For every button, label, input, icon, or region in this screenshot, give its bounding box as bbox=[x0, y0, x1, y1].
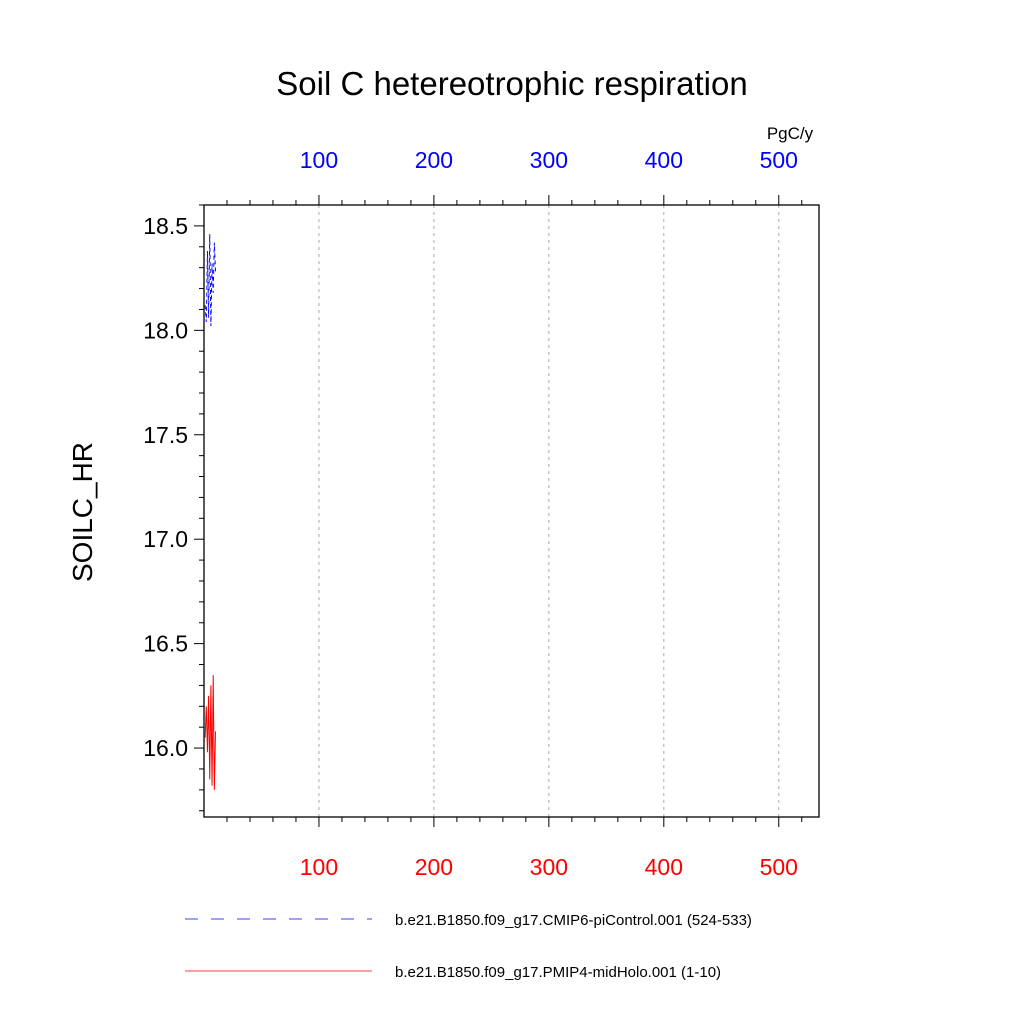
series-lines bbox=[204, 234, 216, 790]
series-line-0 bbox=[204, 234, 216, 327]
y-axis-label: SOILC_HR bbox=[67, 442, 98, 582]
x-top-tick-label: 300 bbox=[530, 147, 568, 173]
y-tick-label: 18.5 bbox=[143, 213, 188, 239]
x-top-tick-label: 200 bbox=[415, 147, 453, 173]
axis-ticks: 16.0 16.5 17.0 17.5 18.0 18.5 100 100 200 200 300 3… bbox=[143, 147, 803, 880]
y-tick-label: 17.5 bbox=[143, 422, 188, 448]
legend-label-picontrol: b.e21.B1850.f09_g17.CMIP6-piControl.001 … bbox=[395, 912, 752, 929]
legend: b.e21.B1850.f09_g17.CMIP6-piControl.001 … bbox=[185, 912, 752, 981]
plot-frame bbox=[203, 204, 820, 818]
x-bottom-tick-label: 100 bbox=[300, 854, 338, 880]
x-bottom-tick-label: 300 bbox=[530, 854, 568, 880]
units-label: PgC/y bbox=[767, 124, 814, 143]
grid bbox=[318, 205, 780, 817]
x-top-tick-label: 400 bbox=[645, 147, 683, 173]
x-bottom-tick-label: 200 bbox=[415, 854, 453, 880]
x-top-tick-label: 500 bbox=[760, 147, 798, 173]
y-tick-label: 16.0 bbox=[143, 735, 188, 761]
y-tick-label: 18.0 bbox=[143, 317, 188, 343]
x-bottom-tick-label: 500 bbox=[760, 854, 798, 880]
series-line-1 bbox=[204, 674, 216, 790]
legend-label-midholo: b.e21.B1850.f09_g17.PMIP4-midHolo.001 (1… bbox=[395, 964, 721, 981]
y-tick-label: 17.0 bbox=[143, 526, 188, 552]
chart-title: Soil C hetereotrophic respiration bbox=[276, 65, 747, 102]
y-tick-label: 16.5 bbox=[143, 631, 188, 657]
x-top-tick-label: 100 bbox=[300, 147, 338, 173]
x-bottom-tick-label: 400 bbox=[645, 854, 683, 880]
